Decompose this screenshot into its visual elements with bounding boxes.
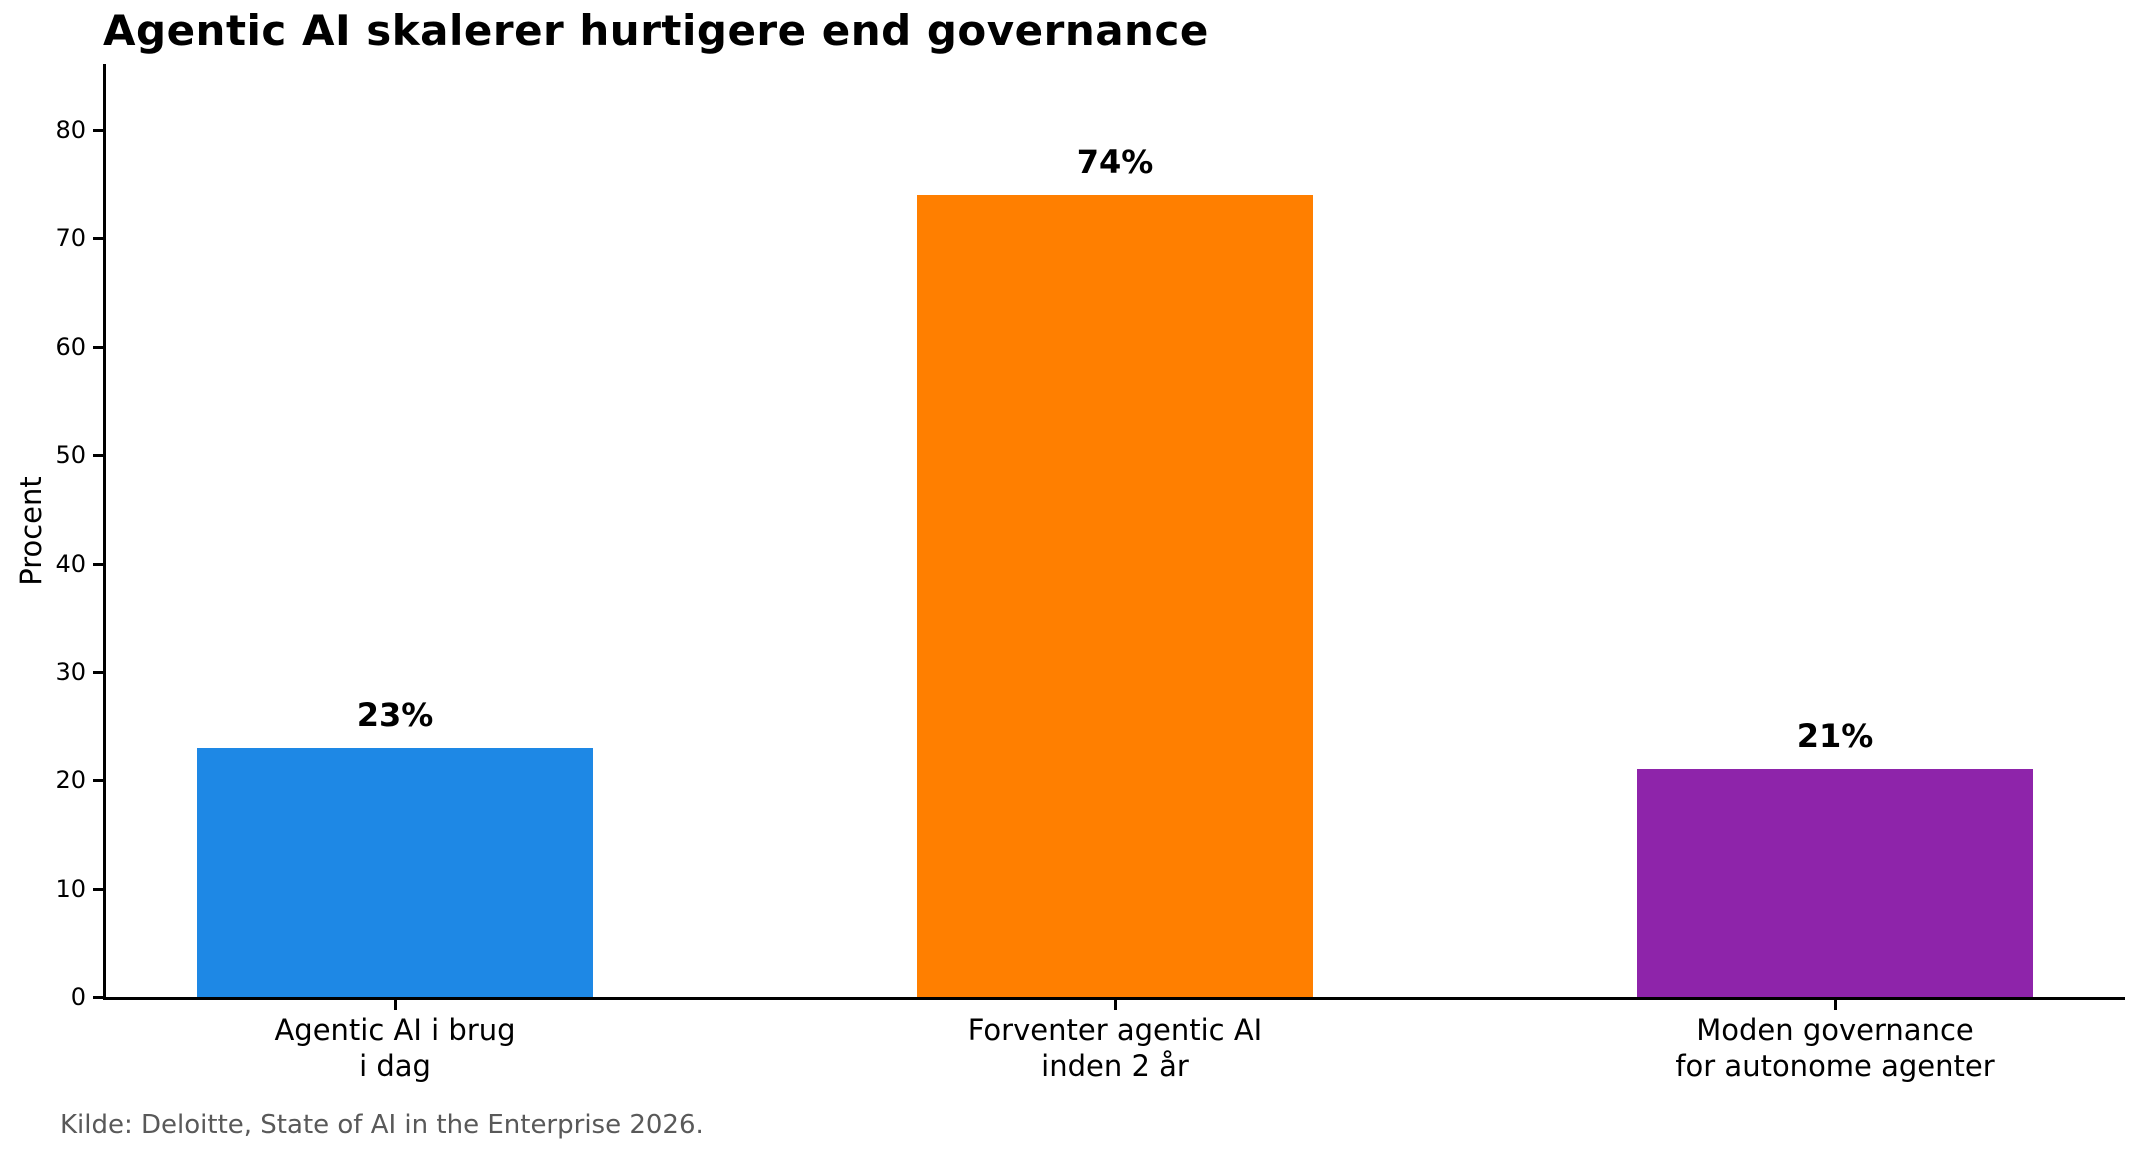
bar — [197, 748, 593, 997]
y-tick-label: 30 — [55, 657, 86, 686]
bar-value-label: 21% — [1796, 717, 1874, 755]
x-category-label-line: for autonome agenter — [1675, 1049, 1995, 1083]
source-caption: Kilde: Deloitte, State of AI in the Ente… — [60, 1110, 704, 1140]
bar-value-label: 74% — [1076, 143, 1154, 181]
x-category-label-line: Forventer agentic AI — [967, 1013, 1263, 1047]
x-axis — [103, 997, 2125, 1000]
y-tick — [93, 237, 103, 241]
y-tick — [93, 779, 103, 783]
y-tick — [93, 562, 103, 566]
x-tick — [394, 1000, 397, 1010]
y-tick-label: 40 — [55, 549, 86, 578]
x-tick — [1114, 1000, 1117, 1010]
y-tick-label: 0 — [70, 983, 86, 1011]
bar — [917, 195, 1313, 997]
y-tick — [93, 887, 103, 891]
y-tick-label: 60 — [55, 332, 86, 361]
y-tick-label: 50 — [55, 441, 86, 470]
bar-value-label: 23% — [356, 696, 434, 734]
y-axis — [103, 64, 106, 1000]
y-tick — [93, 670, 103, 674]
bar — [1637, 769, 2033, 997]
y-tick — [93, 345, 103, 349]
y-tick-label: 10 — [55, 874, 86, 903]
y-tick — [93, 129, 103, 132]
x-category-label-line: Moden governance — [1696, 1013, 1974, 1047]
y-tick — [93, 996, 103, 999]
y-tick — [93, 454, 103, 458]
y-tick-label: 70 — [55, 224, 86, 253]
x-category-label-line: Agentic AI i brug — [274, 1013, 516, 1047]
y-tick-label: 80 — [55, 116, 86, 144]
x-category-label: Agentic AI i brug i dag — [85, 1012, 705, 1084]
y-tick-label: 20 — [55, 766, 86, 795]
x-category-label-line: inden 2 år — [1041, 1049, 1189, 1083]
x-category-label: Forventer agentic AI inden 2 år — [805, 1012, 1425, 1084]
chart-title: Agentic AI skalerer hurtigere end govern… — [103, 6, 1209, 55]
x-category-label-line: i dag — [359, 1049, 431, 1083]
x-category-label: Moden governance for autonome agenter — [1525, 1012, 2141, 1084]
x-tick — [1834, 1000, 1837, 1010]
